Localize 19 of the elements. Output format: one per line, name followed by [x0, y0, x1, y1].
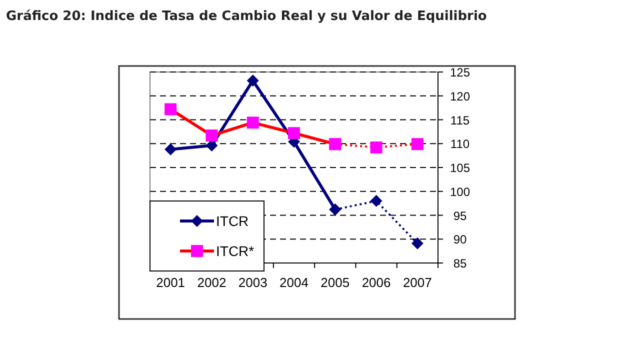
x-tick-label: 2007	[402, 275, 432, 290]
y-tick-label: 85	[453, 256, 467, 270]
y-tick-label: 120	[450, 89, 470, 104]
y-tick-label: 110	[450, 137, 470, 152]
legend-label: ITCR	[216, 213, 249, 229]
x-tick-label: 2002	[197, 275, 226, 290]
x-tick-label: 2006	[362, 275, 391, 290]
y-tick-label: 95	[453, 208, 467, 223]
x-tick-label: 2005	[320, 275, 350, 290]
x-tick-label: 2001	[156, 275, 186, 290]
y-tick-label: 100	[450, 184, 470, 199]
y-tick-label: 105	[450, 161, 470, 175]
chart-title: Gráfico 20: Indice de Tasa de Cambio Real y su Valor de Equilibrio	[6, 9, 487, 24]
y-tick-label: 115	[450, 113, 470, 128]
legend-label: ITCR*	[216, 243, 255, 259]
y-tick-label: 125	[450, 66, 470, 80]
y-tick-label: 90	[453, 232, 467, 247]
x-tick-label: 2004	[280, 275, 308, 290]
x-tick-label: 2003	[238, 275, 268, 290]
